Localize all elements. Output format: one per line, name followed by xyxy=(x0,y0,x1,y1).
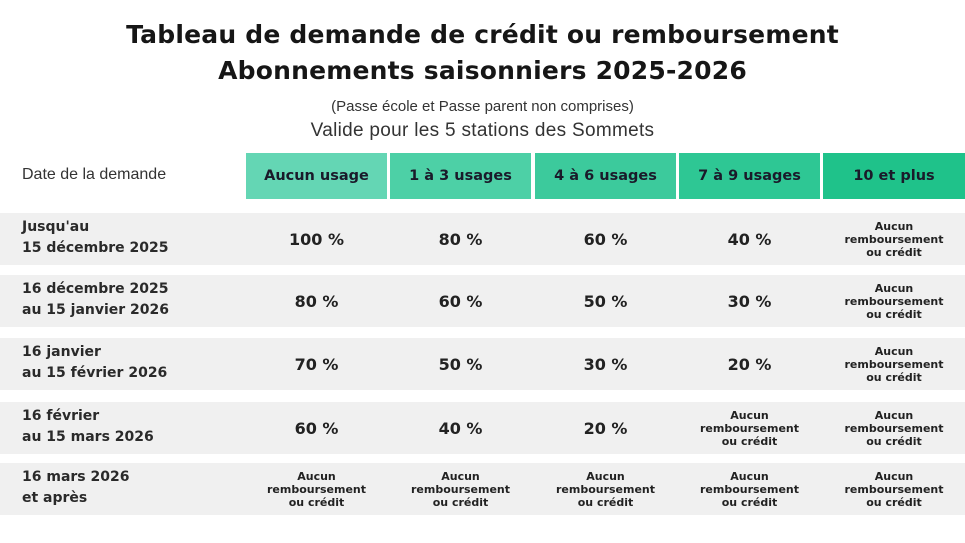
row-date-label: Jusqu'au 15 décembre 2025 xyxy=(22,219,169,256)
no-refund-cell: Aucun remboursement ou crédit xyxy=(844,281,944,321)
credit-percentage: 60 % xyxy=(294,418,339,438)
no-refund-cell: Aucun remboursement ou crédit xyxy=(555,469,656,509)
credit-percentage: 30 % xyxy=(727,291,772,311)
no-refund-cell: Aucun remboursement ou crédit xyxy=(844,408,944,448)
credit-percentage: 80 % xyxy=(294,291,339,311)
credit-percentage: 40 % xyxy=(438,418,483,438)
no-refund-cell: Aucun remboursement ou crédit xyxy=(844,219,944,259)
credit-percentage: 30 % xyxy=(583,354,628,374)
no-refund-cell: Aucun remboursement ou crédit xyxy=(266,469,367,509)
table-row xyxy=(0,463,965,515)
credit-percentage: 70 % xyxy=(294,354,339,374)
no-refund-cell: Aucun remboursement ou crédit xyxy=(410,469,511,509)
column-header-5: 10 et plus xyxy=(823,153,965,199)
column-header-1: Aucun usage xyxy=(246,153,387,199)
row-date-label: 16 mars 2026 et après xyxy=(22,469,130,506)
table-row xyxy=(0,213,965,265)
credit-percentage: 80 % xyxy=(438,229,483,249)
table-row xyxy=(0,338,965,390)
title-line-1: Tableau de demande de crédit ou rembours… xyxy=(126,20,839,49)
exclusion-note: (Passe école et Passe parent non compris… xyxy=(331,98,634,115)
credit-percentage: 20 % xyxy=(583,418,628,438)
no-refund-cell: Aucun remboursement ou crédit xyxy=(844,469,944,509)
credit-percentage: 60 % xyxy=(438,291,483,311)
credit-percentage: 50 % xyxy=(583,291,628,311)
no-refund-cell: Aucun remboursement ou crédit xyxy=(699,408,800,448)
row-date-label: 16 février au 15 mars 2026 xyxy=(22,408,154,445)
no-refund-cell: Aucun remboursement ou crédit xyxy=(699,469,800,509)
credit-percentage: 20 % xyxy=(727,354,772,374)
column-header-4: 7 à 9 usages xyxy=(679,153,820,199)
table-row xyxy=(0,275,965,327)
date-column-header: Date de la demande xyxy=(22,166,167,183)
table-row xyxy=(0,402,965,454)
credit-percentage: 100 % xyxy=(289,229,344,249)
no-refund-cell: Aucun remboursement ou crédit xyxy=(844,344,944,384)
title-line-2: Abonnements saisonniers 2025-2026 xyxy=(218,56,747,85)
row-date-label: 16 décembre 2025 au 15 janvier 2026 xyxy=(22,281,170,318)
column-header-2: 1 à 3 usages xyxy=(390,153,531,199)
credit-percentage: 60 % xyxy=(583,229,628,249)
credit-percentage: 40 % xyxy=(727,229,772,249)
credit-percentage: 50 % xyxy=(438,354,483,374)
column-header-3: 4 à 6 usages xyxy=(535,153,676,199)
validity-note: Valide pour les 5 stations des Sommets xyxy=(310,120,655,141)
row-date-label: 16 janvier au 15 février 2026 xyxy=(22,344,168,381)
